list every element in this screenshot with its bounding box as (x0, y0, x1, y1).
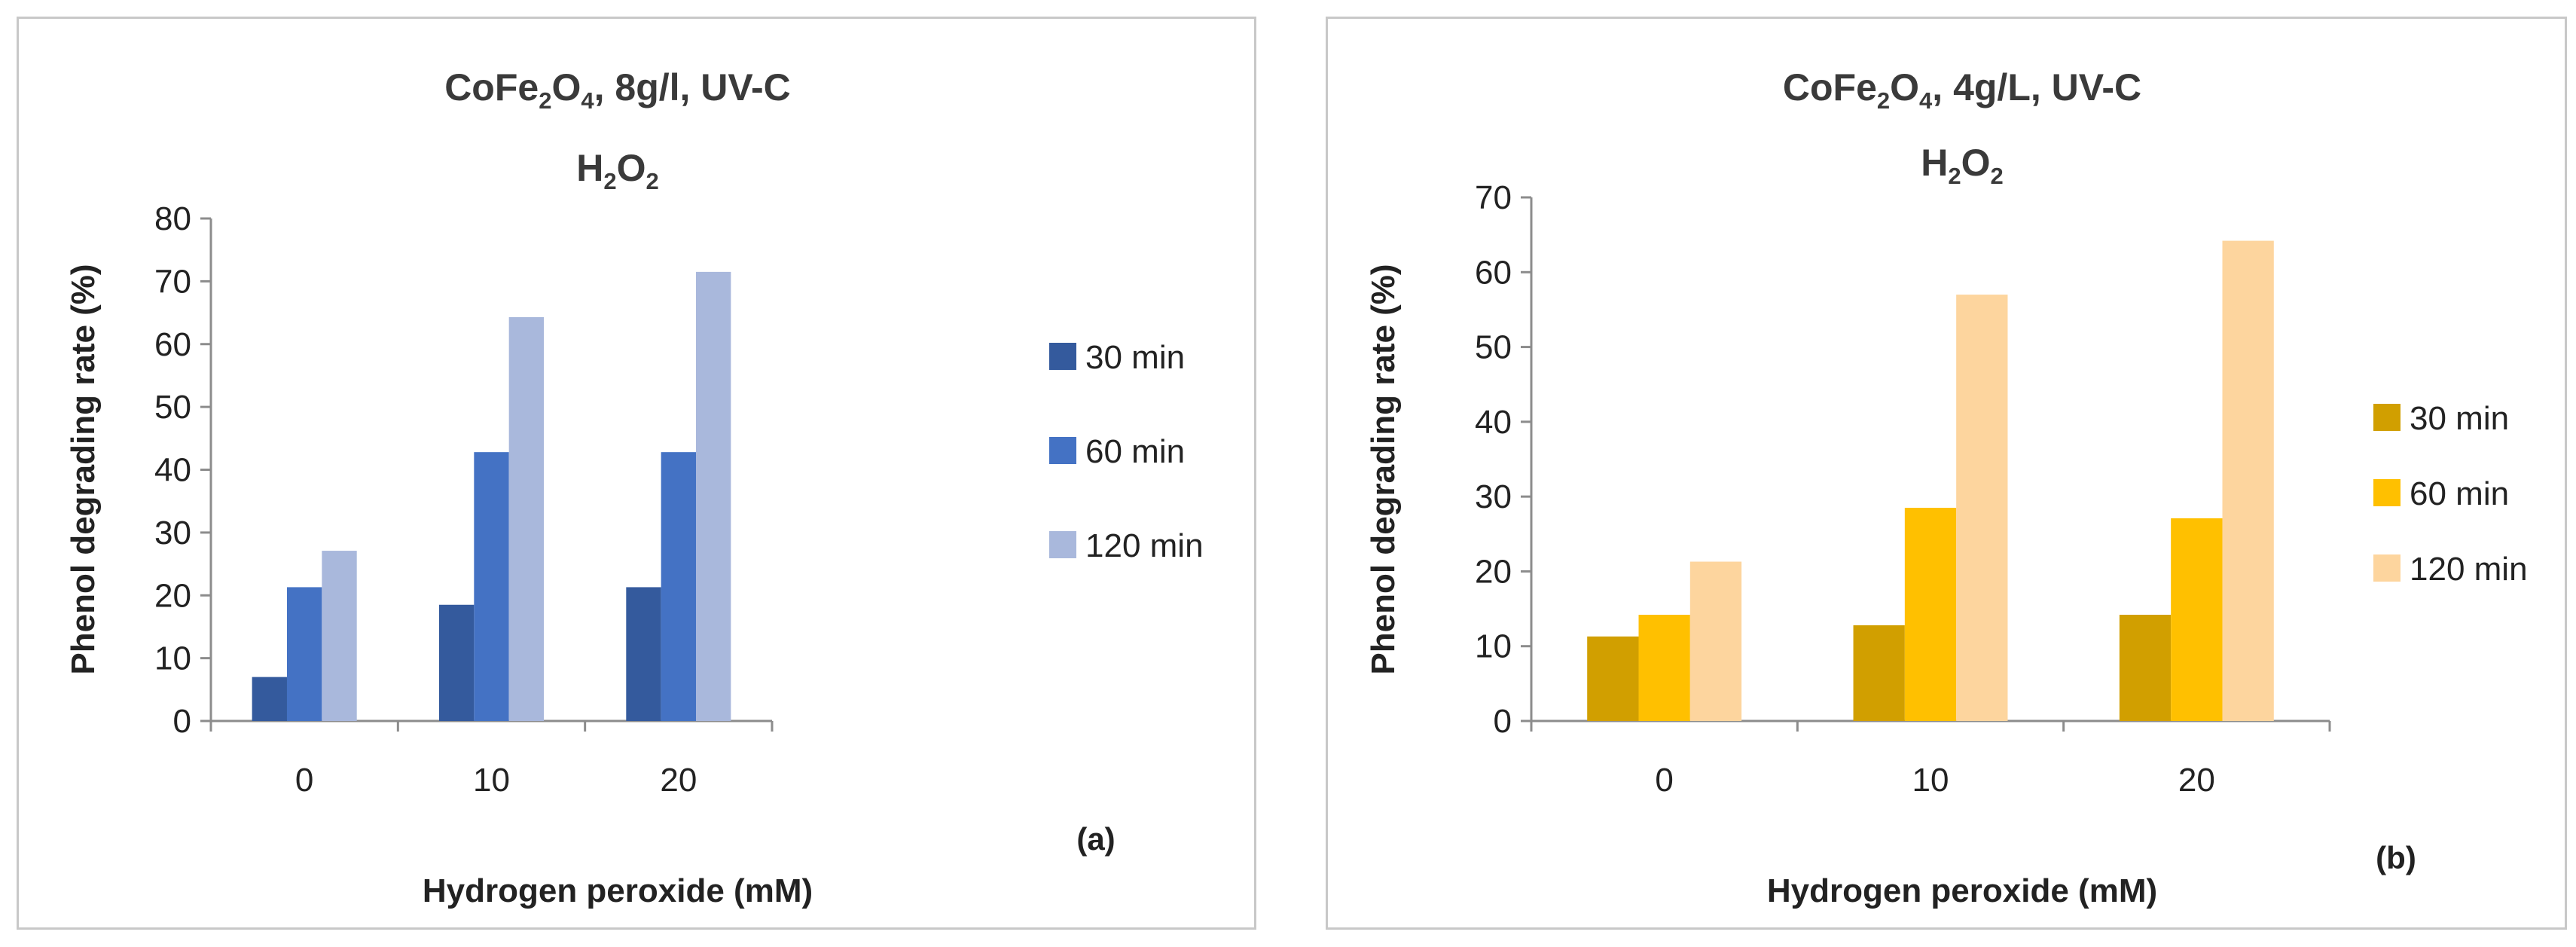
legend-swatch (1049, 343, 1076, 370)
chart-title-part: , 8g/l, UV-C (594, 66, 791, 108)
chart-title-part: CoFe (1783, 66, 1877, 108)
chart-panel-b: CoFe2O4, 4g/L, UV-C H2O2 0 10 20 30 40 50 60 70 0 1… (1326, 17, 2567, 930)
y-tick-label: 80 (154, 200, 191, 237)
bar-60-min-cat-10 (474, 452, 509, 721)
chart-title-part: O (551, 66, 581, 108)
y-tick-label: 10 (154, 640, 191, 677)
x-tick-label: 10 (1912, 762, 1949, 799)
y-tick-label: 20 (154, 577, 191, 614)
y-tick-label: 60 (154, 326, 191, 363)
legend-label: 60 min (1085, 433, 1185, 470)
chart-title-part: 4 (1919, 87, 1933, 114)
y-tick-label: 10 (1475, 628, 1512, 665)
chart-subtitle-part: 2 (1948, 163, 1961, 189)
legend-swatch (2373, 554, 2401, 582)
legend-label: 120 min (2410, 551, 2528, 588)
bar-120-min-cat-20 (696, 271, 731, 721)
legend-label: 30 min (2410, 400, 2509, 437)
bar-120-min-cat-0 (1689, 561, 1742, 721)
y-tick-label: 40 (154, 452, 191, 489)
bar-30-min-cat-0 (252, 677, 287, 721)
legend-label: 120 min (1085, 527, 1204, 564)
chart-title-part: O (1890, 66, 1919, 108)
chart-panel-a: CoFe2O4, 8g/l, UV-C H2O2 0 10 20 30 40 50 60 70 80… (17, 17, 1256, 930)
chart-title-part: 2 (1877, 87, 1890, 114)
legend-label: 60 min (2410, 475, 2509, 512)
x-tick-label: 0 (295, 762, 313, 799)
bar-60-min-cat-0 (286, 587, 322, 721)
chart-title-part: 2 (539, 87, 551, 114)
chart-title: CoFe2O4, 8g/l, UV-C (444, 66, 791, 114)
chart-subtitle-part: H (1921, 142, 1948, 184)
bar-30-min-cat-10 (438, 604, 475, 721)
x-tick-label: 20 (2178, 762, 2215, 799)
chart-title-part: CoFe (444, 66, 539, 108)
x-axis-title: Hydrogen peroxide (mM) (1767, 872, 2157, 909)
chart-subtitle-part: H (576, 147, 603, 189)
chart-subtitle-part: O (1961, 142, 1991, 184)
y-tick-label: 70 (154, 263, 191, 300)
bar-120-min-cat-10 (508, 316, 545, 721)
bar-60-min-cat-0 (1638, 615, 1690, 721)
chart-subtitle-part: 2 (1991, 163, 2004, 189)
x-axis-title: Hydrogen peroxide (mM) (423, 872, 813, 909)
panel-label: (a) (1076, 821, 1115, 857)
bar-60-min-cat-10 (1904, 508, 1957, 721)
legend-swatch (2373, 479, 2401, 506)
legend-label: 30 min (1085, 339, 1185, 376)
legend-swatch (1049, 437, 1076, 464)
chart-subtitle-part: 2 (646, 168, 659, 194)
y-tick-label: 20 (1475, 553, 1512, 590)
bar-120-min-cat-20 (2222, 240, 2274, 722)
y-tick-label: 30 (1475, 478, 1512, 515)
bar-30-min-cat-10 (1853, 625, 1905, 721)
y-tick-label: 70 (1475, 179, 1512, 216)
chart-title-part: , 4g/L, UV-C (1932, 66, 2141, 108)
chart-title: CoFe2O4, 4g/L, UV-C (1783, 66, 2141, 114)
chart-a: CoFe2O4, 8g/l, UV-CH2O201020304050607080… (65, 66, 1204, 909)
chart-subtitle-part: O (617, 147, 646, 189)
bar-120-min-cat-0 (322, 551, 357, 721)
bar-30-min-cat-0 (1587, 636, 1639, 721)
bar-30-min-cat-20 (2119, 615, 2172, 721)
x-tick-label: 0 (1655, 762, 1673, 799)
chart-title-part: 4 (581, 87, 594, 114)
y-tick-label: 0 (173, 703, 191, 740)
y-axis-title: Phenol degrading rate (%) (65, 264, 102, 674)
bar-120-min-cat-10 (1956, 295, 2008, 722)
chart-subtitle-part: 2 (603, 168, 616, 194)
legend-swatch (1049, 531, 1076, 558)
bar-60-min-cat-20 (2171, 518, 2223, 721)
y-tick-label: 30 (154, 515, 191, 551)
bar-60-min-cat-20 (661, 452, 697, 721)
y-tick-label: 0 (1494, 703, 1512, 740)
legend-swatch (2373, 404, 2401, 431)
x-tick-label: 20 (660, 762, 697, 799)
panel-label: (b) (2376, 840, 2416, 875)
y-axis-title: Phenol degrading rate (%) (1365, 264, 1402, 674)
y-tick-label: 40 (1475, 404, 1512, 441)
x-tick-label: 10 (473, 762, 510, 799)
bar-30-min-cat-20 (626, 587, 661, 721)
chart-subtitle: H2O2 (1921, 142, 2004, 189)
y-tick-label: 50 (154, 389, 191, 426)
chart-subtitle: H2O2 (576, 147, 659, 194)
y-tick-label: 50 (1475, 329, 1512, 366)
y-tick-label: 60 (1475, 254, 1512, 291)
